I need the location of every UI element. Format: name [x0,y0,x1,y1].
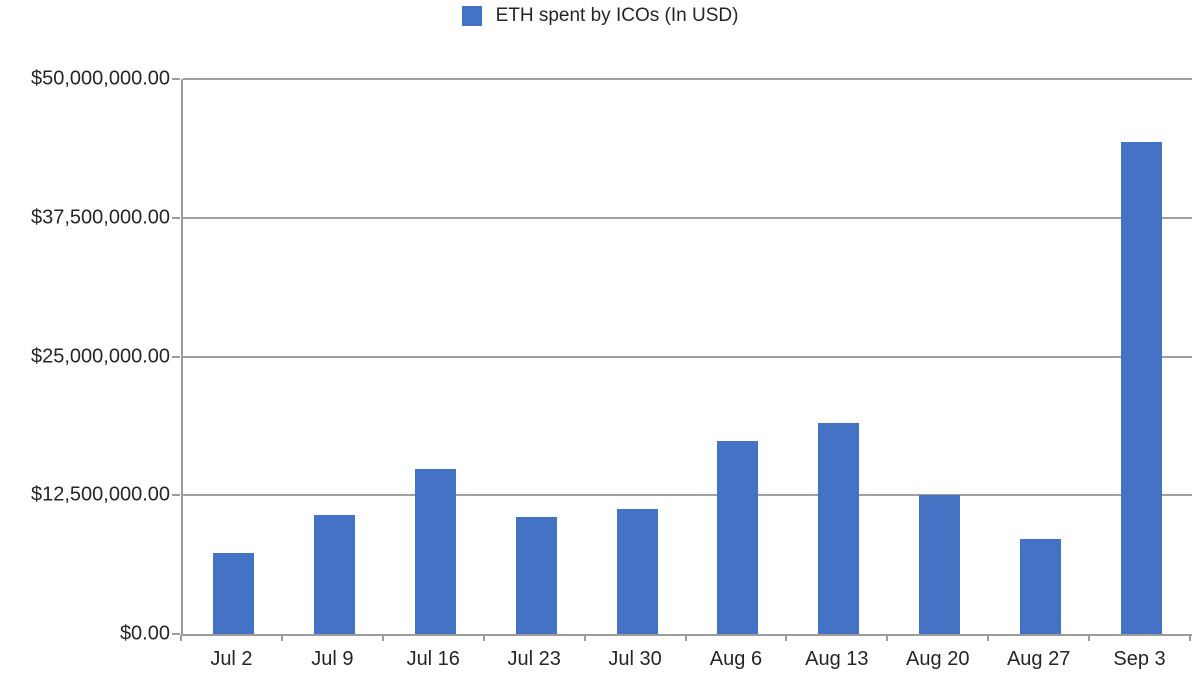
x-axis-tick-label: Aug 20 [906,648,970,670]
x-axis-tick [482,635,485,641]
y-axis-tick [172,355,180,358]
x-axis-tick [180,635,182,641]
plot-area [181,78,1192,636]
y-axis-tick-label: $12,500,000.00 [30,483,170,506]
x-axis-tick [280,635,283,641]
x-axis-tick [886,635,889,641]
x-axis-tick [583,635,586,641]
bar [616,508,658,634]
y-axis-tick [172,633,180,635]
x-axis-tick-label: Aug 13 [805,648,869,670]
x-axis-tick [684,635,687,641]
bar [1121,142,1163,634]
chart-legend: ETH spent by ICOs (In USD) [0,3,1200,29]
x-axis-tick-label: Jul 9 [311,648,354,670]
x-axis-tick-label: Jul 23 [507,648,561,670]
y-axis-tick-label: $37,500,000.00 [30,206,170,229]
bar [414,468,456,634]
x-axis-tick [1189,635,1191,641]
y-axis-tick-label: $25,000,000.00 [30,345,170,367]
legend-label: ETH spent by ICOs (In USD) [495,5,739,26]
bar [818,423,860,634]
y-axis-tick [172,216,180,219]
x-axis-tick-label: Jul 16 [406,648,460,670]
y-axis-tick [172,78,180,80]
x-axis-tick-label: Aug 27 [1006,648,1071,670]
bar [515,517,557,634]
y-axis-tick [172,494,180,497]
bar [919,495,961,634]
y-axis-tick-label: $0.00 [119,622,170,645]
x-axis-tick-label: Jul 30 [608,648,662,670]
bar [212,552,254,634]
x-axis-tick-label: Sep 3 [1113,648,1166,670]
x-axis-tick [381,635,384,641]
gridline [183,78,1192,80]
gridline [183,355,1192,358]
bar [1020,538,1062,634]
bar [313,515,355,634]
x-axis-tick-label: Jul 2 [210,648,253,670]
x-axis-tick-label: Aug 6 [709,648,763,670]
legend-swatch-icon [461,6,482,26]
x-axis-tick [785,635,788,641]
bar [717,440,759,634]
x-axis-tick [987,635,990,641]
gridline [183,216,1192,219]
x-axis-tick [1088,635,1091,641]
gridline [183,494,1192,497]
y-axis-tick-label: $50,000,000.00 [30,67,170,90]
